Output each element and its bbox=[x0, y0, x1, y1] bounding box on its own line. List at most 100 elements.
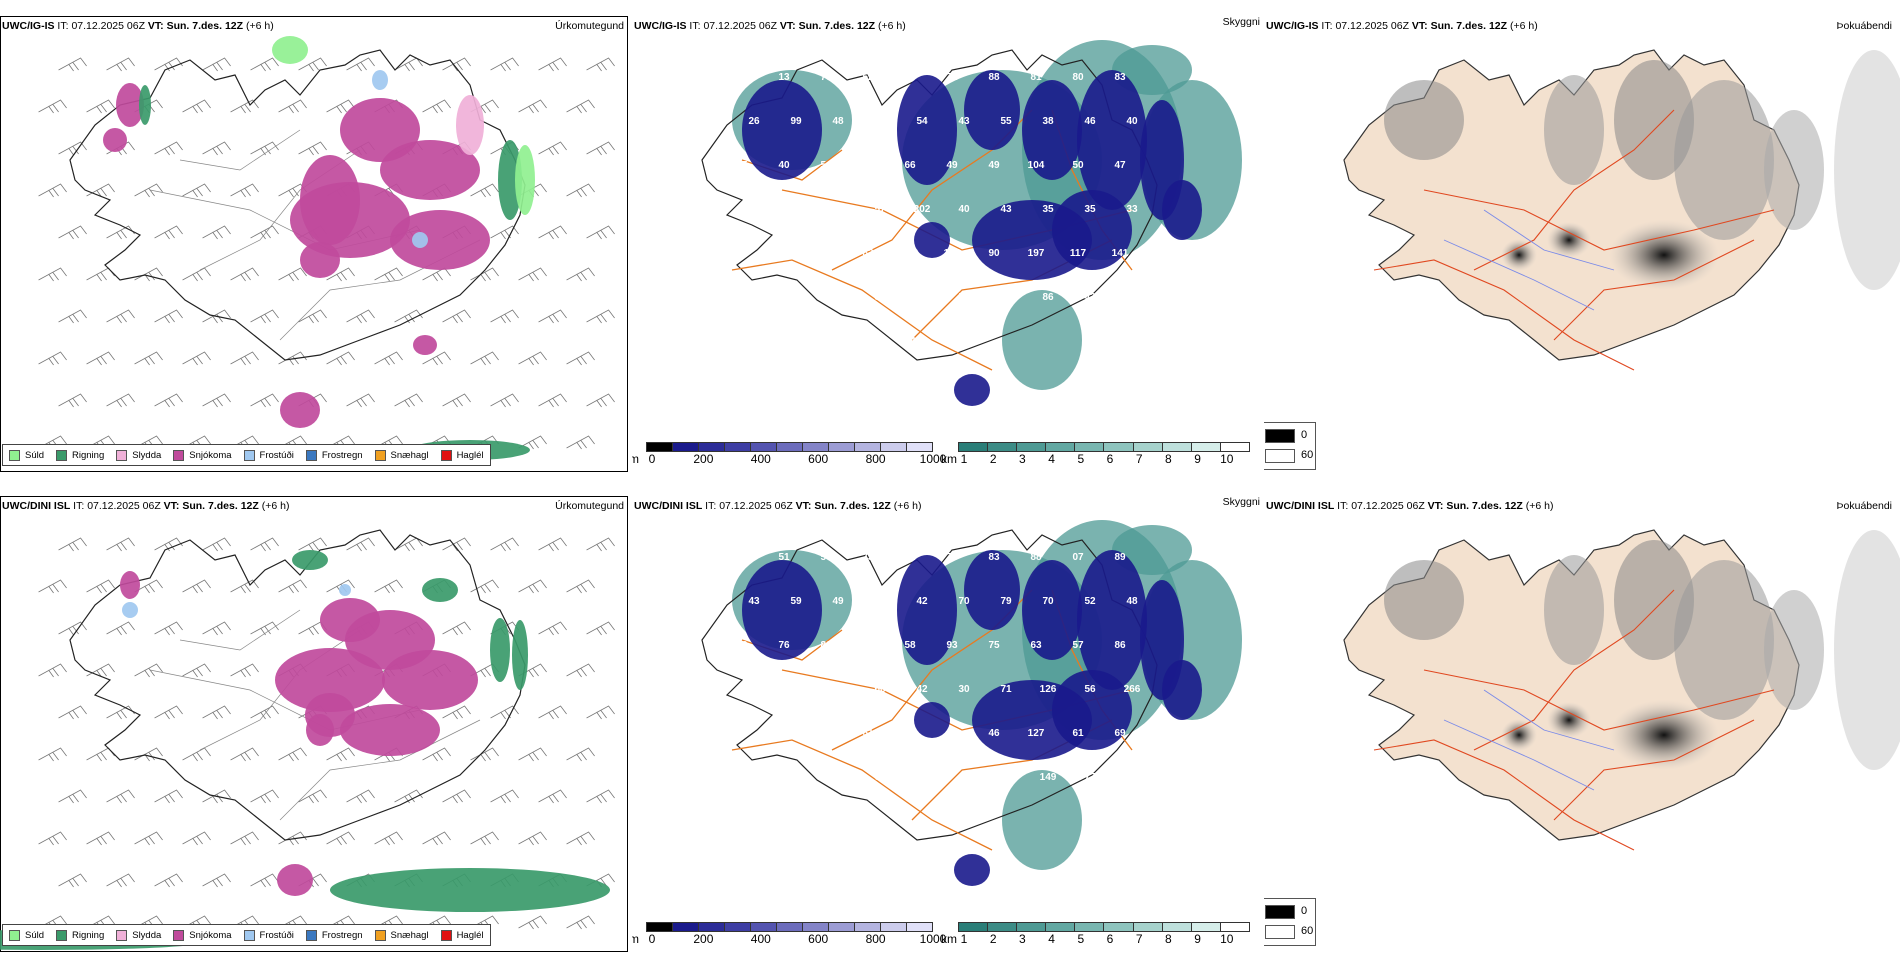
legend-label: Haglél bbox=[456, 929, 484, 941]
cloudbase-label: 54 bbox=[916, 116, 928, 127]
panel-header: UWC/DINI ISL IT: 07.12.2025 06Z VT: Sun.… bbox=[2, 500, 289, 512]
iceland-fog-map bbox=[1343, 49, 1900, 371]
colorbar-segment bbox=[725, 923, 751, 931]
precip-areas bbox=[103, 36, 535, 460]
it-label: IT: bbox=[57, 20, 69, 32]
cloudbase-label: 49 bbox=[988, 160, 1000, 171]
cloudbase-label: 202 bbox=[914, 204, 931, 215]
it-label: IT: bbox=[1337, 500, 1349, 512]
cloudbase-label: 86 bbox=[820, 640, 832, 651]
cloudbase-label: 86 bbox=[1042, 292, 1054, 303]
colorbar-segments bbox=[646, 442, 933, 452]
colorbar-segment bbox=[777, 443, 803, 451]
cloudbase-label: 83 bbox=[1114, 72, 1126, 83]
fog-field bbox=[1384, 530, 1900, 770]
cloudbase-label: 36 bbox=[736, 816, 748, 827]
cloudbase-label: 127 bbox=[1028, 728, 1045, 739]
cloudbase-label: 42 bbox=[778, 336, 790, 347]
cloudbase-label: 40 bbox=[1126, 116, 1138, 127]
cloudbase-label: 35 bbox=[790, 684, 802, 695]
colorbar-tick-label: 9 bbox=[1194, 452, 1201, 466]
iceland-cloudbase-map: 3 13 77 52 56 72 88 81 80 83 26 99 48 50 54 43 55 38 46 40 9… bbox=[701, 40, 1242, 406]
cloudbase-label: 65 bbox=[790, 204, 802, 215]
cloudbase-label: 141 bbox=[1112, 248, 1129, 259]
fog-indicator-panel-row1: UWC/IG-IS IT: 07.12.2025 06Z VT: Sun. 7.… bbox=[1264, 10, 1900, 480]
cloudbase-label: 69 bbox=[1000, 772, 1012, 783]
colorbar-segment bbox=[647, 923, 673, 931]
legend-swatch bbox=[440, 929, 452, 941]
legend-label: Frostregn bbox=[321, 929, 363, 941]
cloudbase-label: 43 bbox=[958, 116, 970, 127]
cloudbase-label: 92 bbox=[904, 552, 916, 563]
cloudbase-label: 40 bbox=[958, 204, 970, 215]
cloudbase-label: 177 bbox=[746, 772, 763, 783]
panel-title: Þokuábendi bbox=[1836, 500, 1892, 512]
colorbar-unit: km bbox=[941, 932, 957, 946]
cloudbase-label: 43 bbox=[1000, 204, 1012, 215]
legend-item-frostregn: Frostregn bbox=[305, 449, 363, 461]
cloudbase-label: 117 bbox=[1070, 248, 1087, 259]
lead-time: (+6 h) bbox=[245, 20, 274, 32]
cloudbase-label: 77 bbox=[820, 72, 832, 83]
colorbar-tick-label: 3 bbox=[1019, 452, 1026, 466]
cloudbase-label: 42 bbox=[778, 728, 790, 739]
colorbar-tick-label: 0 bbox=[648, 452, 656, 466]
cloudbase-visibility-panel-row1: UWC/IG-IS IT: 07.12.2025 06Z VT: Sun. 7.… bbox=[632, 10, 1262, 480]
it-value: 07.12.2025 06Z bbox=[703, 20, 777, 32]
legend-item-súld: Súld bbox=[9, 449, 44, 461]
vt-label: VT: bbox=[1411, 20, 1428, 32]
colorbar-tick-label: 2 bbox=[989, 932, 997, 946]
legend-label: Rigning bbox=[72, 449, 105, 461]
cloudbase-label: 88 bbox=[736, 552, 748, 563]
colorbar-tick-label: 3 bbox=[1019, 932, 1026, 946]
colorbar-segment bbox=[959, 923, 989, 931]
cloudbase-label: 13 bbox=[778, 72, 790, 83]
it-label: IT: bbox=[689, 20, 701, 32]
cloudbase-label: 49 bbox=[946, 160, 958, 171]
cloudbase-label: 56 bbox=[904, 72, 916, 83]
cloudbase-label: 46 bbox=[748, 204, 760, 215]
colorbar-tick-label: 1 bbox=[960, 452, 968, 466]
cloudbase-label: 197 bbox=[1028, 248, 1045, 259]
cloudbase-label: 26 bbox=[748, 116, 760, 127]
cloudbase-label: 59 bbox=[958, 292, 970, 303]
colorbar-segment bbox=[881, 443, 907, 451]
model-name: UWC/DINI ISL bbox=[2, 500, 71, 512]
panel-title: Úrkomutegund bbox=[555, 500, 624, 512]
cloudbase-label: 49 bbox=[832, 596, 844, 607]
legend-label: Snæhagl bbox=[390, 929, 429, 941]
cloudbase-label: 61 bbox=[1072, 728, 1084, 739]
colorbar-tick-label: 5 bbox=[1077, 932, 1085, 946]
cloudbase-label: 55 bbox=[1000, 116, 1012, 127]
colorbar-segment bbox=[699, 443, 725, 451]
fog-legend-label: 60 bbox=[1301, 449, 1314, 461]
it-value: 07.12.2025 06Z bbox=[87, 500, 161, 512]
colorbar-unit: km bbox=[941, 452, 957, 466]
colorbar-tick-label: 9 bbox=[1194, 932, 1201, 946]
legend-label: Snæhagl bbox=[390, 449, 429, 461]
cloudbase-label: 86 bbox=[1114, 640, 1126, 651]
cloudbase-label: 64 bbox=[790, 292, 802, 303]
colorbar-segment bbox=[1133, 923, 1163, 931]
legend-item-frostúði: Frostúði bbox=[243, 929, 294, 941]
cloudbase-label: 47 bbox=[1114, 160, 1126, 171]
legend-item-haglél: Haglél bbox=[440, 929, 484, 941]
colorbar-tick-label: 10 bbox=[1220, 452, 1234, 466]
legend-item-rigning: Rigning bbox=[56, 449, 105, 461]
cloudbase-label: 43 bbox=[748, 596, 760, 607]
cloudbase-label: 33 bbox=[1126, 204, 1138, 215]
colorbar-segment bbox=[855, 443, 881, 451]
colorbar-tick-label: 8 bbox=[1165, 932, 1172, 946]
colorbar-segment bbox=[881, 923, 907, 931]
fog-legend-swatch bbox=[1265, 905, 1295, 919]
colorbar-segment bbox=[1191, 923, 1221, 931]
colorbar-segment bbox=[1104, 443, 1134, 451]
cloudbase-label: 7 bbox=[1129, 292, 1135, 303]
cloudbase-label: 50 bbox=[736, 640, 748, 651]
cloudbase-label: 57 bbox=[874, 204, 886, 215]
cloudbase-label: 80 bbox=[1072, 72, 1084, 83]
cloudbase-label: 3 bbox=[739, 72, 745, 83]
colorbar-tick-label: 0 bbox=[648, 932, 656, 946]
colorbar-tick-label: 800 bbox=[865, 932, 886, 946]
legend-swatch bbox=[305, 929, 317, 941]
